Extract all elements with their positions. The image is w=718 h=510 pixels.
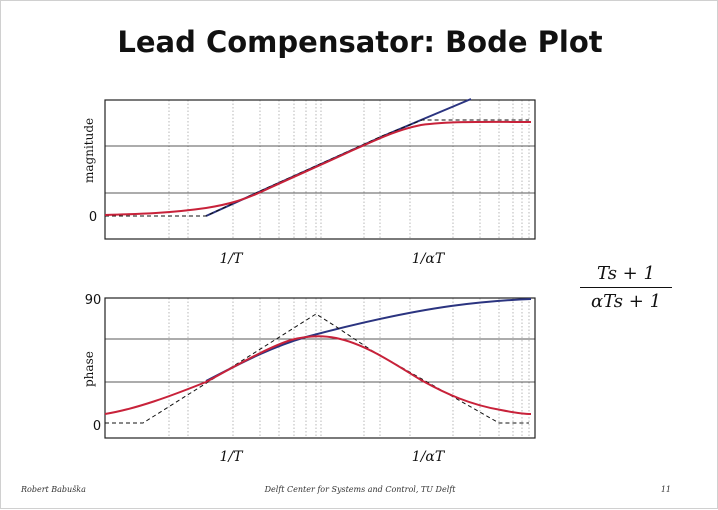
phase-exact-curve [104, 335, 532, 415]
footer-center: Delft Center for Systems and Control, TU… [264, 485, 456, 494]
phase-vgrid [168, 298, 530, 438]
slide-title: Lead Compensator: Bode Plot [117, 25, 603, 59]
magnitude-plot [104, 98, 536, 240]
magnitude-hgrid [105, 145, 535, 194]
phase-plot [104, 297, 536, 439]
phase-xtick-1-over-alphaT: 1/αT [412, 449, 446, 465]
phase-asymptote-approx [105, 313, 529, 424]
magnitude-xtick-1-over-T: 1/T [220, 251, 245, 267]
magnitude-ytick-0: 0 [89, 210, 97, 225]
phase-asymptote-ideal [205, 298, 532, 382]
phase-ytick-0: 0 [93, 419, 101, 434]
transfer-function: Ts + 1 αTs + 1 [576, 263, 676, 312]
magnitude-exact-curve [104, 120, 532, 216]
magnitude-ylabel: magnitude [82, 118, 96, 183]
footer-page-number: 11 [660, 485, 671, 494]
phase-hgrid [105, 338, 535, 383]
phase-ylabel: phase [82, 351, 96, 387]
tf-denominator: αTs + 1 [590, 291, 662, 312]
tf-fraction-bar [580, 287, 672, 288]
footer-author: Robert Babuška [21, 485, 86, 494]
tf-numerator: Ts + 1 [597, 263, 655, 284]
phase-ytick-90: 90 [85, 293, 102, 308]
magnitude-xtick-1-over-alphaT: 1/αT [412, 251, 446, 267]
magnitude-vgrid [168, 100, 530, 239]
phase-axes [104, 297, 536, 439]
phase-xtick-1-over-T: 1/T [220, 449, 245, 465]
magnitude-axes [104, 99, 536, 240]
magnitude-asymptote-approx [105, 119, 529, 217]
